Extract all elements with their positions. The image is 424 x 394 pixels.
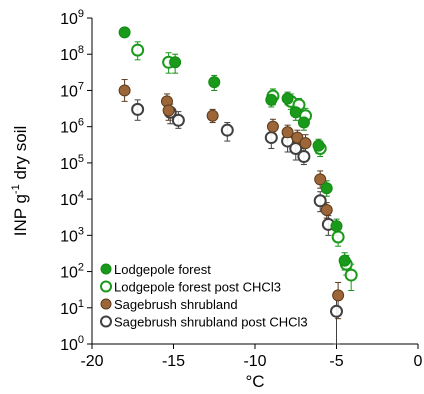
axes [91, 18, 418, 345]
legend-label-sagebrush-shrubland-post-chcl3: Sagebrush shrubland post CHCl3 [114, 315, 308, 330]
lodgepole-forest-point [330, 220, 343, 233]
y-tick-exponent: 6 [78, 117, 84, 129]
sagebrush-shrubland-point [206, 109, 219, 122]
sagebrush-shrubland-point [299, 137, 312, 150]
y-tick-base: 10 [60, 301, 78, 318]
lodgepole-forest-point [297, 116, 310, 129]
x-tick-label: -20 [80, 353, 103, 370]
legend-marker-sagebrush-shrubland [100, 298, 112, 310]
y-tick-base: 10 [60, 83, 78, 100]
y-tick-exponent: 1 [78, 298, 84, 310]
legend-label-sagebrush-shrubland: Sagebrush shrubland [114, 297, 238, 312]
y-tick-base: 10 [60, 47, 78, 64]
sagebrush-shrubland-point [281, 126, 294, 139]
y-tick-label: 108 [60, 44, 84, 64]
y-axis-label-unit: dry soil [11, 126, 30, 185]
x-tick-label: -10 [243, 353, 266, 370]
y-tick-base: 10 [60, 120, 78, 137]
y-tick-exponent: 2 [78, 262, 84, 274]
lodgepole-forest-post-chcl3-point [331, 230, 345, 244]
lodgepole-forest-point [118, 26, 131, 39]
y-tick-base: 10 [60, 156, 78, 173]
lodgepole-forest-post-chcl3-point [344, 268, 358, 282]
sagebrush-shrubland-point [332, 289, 345, 302]
sagebrush-shrubland-point [291, 131, 304, 144]
legend-label-lodgepole-forest-post-chcl3: Lodgepole forest post CHCl3 [114, 280, 281, 295]
sagebrush-shrubland-post-chcl3-point [220, 123, 234, 137]
x-tick-label: 0 [414, 353, 423, 370]
legend-marker-sagebrush-shrubland-post-chcl3 [100, 315, 112, 328]
lodgepole-forest-point [312, 139, 325, 152]
y-tick-label: 109 [60, 8, 84, 28]
y-tick-exponent: 7 [78, 80, 84, 92]
sagebrush-shrubland-post-chcl3-point [330, 304, 343, 318]
y-tick-exponent: 8 [78, 44, 84, 56]
y-tick-exponent: 0 [78, 334, 84, 346]
lodgepole-forest-post-chcl3-point [131, 43, 145, 57]
lodgepole-forest-point [289, 106, 302, 119]
y-tick-base: 10 [60, 192, 78, 209]
sagebrush-shrubland-point [314, 173, 327, 186]
sagebrush-shrubland-post-chcl3-point [264, 131, 278, 145]
lodgepole-forest-point [208, 76, 221, 89]
y-tick-label: 101 [60, 298, 84, 318]
y-tick-exponent: 4 [78, 189, 84, 201]
legend-marker-lodgepole-forest [100, 263, 112, 275]
sagebrush-shrubland-point [266, 120, 279, 133]
sagebrush-shrubland-point [118, 84, 131, 97]
sagebrush-shrubland-post-chcl3-point [171, 113, 185, 127]
y-tick-label: 107 [60, 80, 84, 100]
lodgepole-forest-point [169, 56, 182, 69]
lodgepole-forest-point [281, 92, 294, 105]
lodgepole-forest-point [320, 182, 333, 195]
sagebrush-shrubland-point [320, 204, 333, 217]
y-tick-base: 10 [60, 265, 78, 282]
sagebrush-shrubland-post-chcl3-point [297, 150, 311, 164]
y-tick-base: 10 [60, 228, 78, 245]
lodgepole-forest-point [338, 254, 351, 267]
y-tick-label: 102 [60, 262, 84, 282]
y-tick-label: 103 [60, 225, 84, 245]
data-points [118, 26, 358, 318]
y-tick-label: 100 [60, 334, 84, 354]
lodgepole-forest-point [265, 93, 278, 106]
sagebrush-shrubland-point [162, 104, 175, 117]
y-tick-label: 106 [60, 117, 84, 137]
y-axis-label-main: INP g [11, 194, 30, 236]
x-axis-label: °C [245, 372, 264, 391]
y-tick-label: 104 [60, 189, 84, 209]
y-axis-label: INP g-1 dry soil [10, 126, 30, 237]
y-tick-label: 105 [60, 153, 84, 173]
y-tick-base: 10 [60, 337, 78, 354]
y-tick-base: 10 [60, 11, 78, 28]
x-tick-label: -15 [162, 353, 185, 370]
y-tick-exponent: 9 [78, 8, 84, 20]
legend: Lodgepole forest Lodgepole forest post CH… [100, 262, 308, 330]
sagebrush-shrubland-post-chcl3-point [131, 102, 145, 116]
sagebrush-shrubland-post-chcl3-point [313, 194, 327, 208]
legend-marker-lodgepole-forest-post-chcl3 [100, 280, 112, 293]
x-tick-label: -5 [329, 353, 343, 370]
y-tick-exponent: 5 [78, 153, 84, 165]
y-axis-label-exponent: -1 [10, 184, 22, 194]
x-axis-ticks: -20 -15 -10 -5 0 [80, 344, 423, 370]
y-tick-exponent: 3 [78, 225, 84, 237]
legend-label-lodgepole-forest: Lodgepole forest [114, 262, 211, 277]
